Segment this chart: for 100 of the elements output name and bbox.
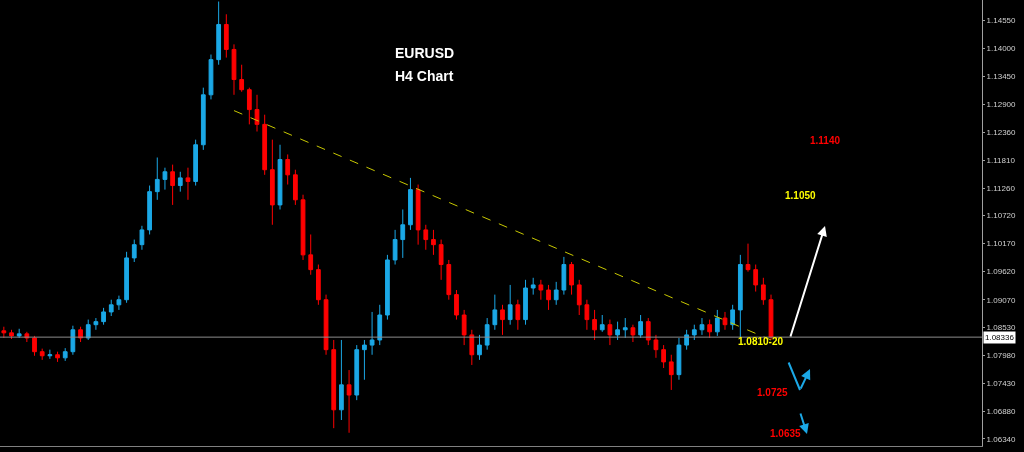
candlestick <box>16 328 22 339</box>
candlestick <box>546 284 551 311</box>
candlestick <box>500 304 505 336</box>
candlestick <box>630 324 636 343</box>
candlestick <box>699 317 705 336</box>
candlestick <box>753 264 759 293</box>
candlestick <box>1 326 7 339</box>
candlestick <box>239 64 245 93</box>
candlestick <box>331 339 337 429</box>
candlestick <box>316 264 321 306</box>
candlestick <box>9 329 14 340</box>
candlestick <box>668 354 674 391</box>
candlestick <box>569 261 574 296</box>
candlestick <box>339 339 344 421</box>
candlestick <box>131 239 137 263</box>
candlestick <box>93 317 99 331</box>
candlestick <box>70 325 76 356</box>
y-tick-label: 1.09070 <box>986 295 1017 305</box>
candlestick <box>231 43 237 96</box>
candlestick <box>162 167 168 191</box>
candlestick <box>645 317 651 346</box>
candlestick <box>584 299 590 331</box>
annotation: 1.0725 <box>757 387 789 398</box>
candlestick <box>377 304 383 346</box>
candlestick <box>193 139 199 187</box>
candlestick <box>216 1 222 66</box>
candlestick <box>638 314 643 339</box>
candlestick <box>39 348 45 361</box>
candlestick <box>47 349 53 360</box>
candlestick <box>523 279 528 326</box>
candlestick <box>32 335 37 357</box>
y-tick-label: 1.13450 <box>986 72 1017 82</box>
candlestick <box>477 334 482 361</box>
candlestick <box>139 225 145 251</box>
candlestick <box>300 194 306 261</box>
candlestick <box>561 256 567 296</box>
ref-line-label: 1.08336 <box>985 333 1015 342</box>
candlestick <box>745 243 751 273</box>
candlestick <box>653 334 659 359</box>
y-tick-label: 1.07430 <box>986 379 1017 389</box>
candlestick <box>392 229 398 266</box>
candlestick <box>362 339 367 381</box>
candlestick <box>553 281 559 306</box>
candlestick <box>285 153 291 186</box>
candlestick <box>691 324 697 341</box>
candlestick <box>108 299 114 317</box>
candlestick <box>446 259 452 301</box>
candlestick <box>101 307 106 326</box>
candlestick <box>277 144 283 210</box>
y-tick-label: 1.14550 <box>986 16 1017 26</box>
candlestick <box>408 177 413 231</box>
candlestick <box>592 309 597 341</box>
candlestick <box>208 54 214 100</box>
candlestick <box>676 337 682 381</box>
candlestick <box>760 277 766 306</box>
y-tick-label: 1.10170 <box>986 239 1017 249</box>
candlestick <box>400 208 406 259</box>
y-tick-label: 1.12360 <box>986 127 1017 137</box>
y-tick-label: 1.10720 <box>986 211 1017 221</box>
candlestick <box>346 369 352 434</box>
y-tick-label: 1.14000 <box>986 44 1017 54</box>
candlestick <box>385 254 390 321</box>
candlestick <box>147 185 152 235</box>
candlestick <box>292 169 298 206</box>
candlestick <box>661 344 666 369</box>
candlestick <box>492 294 498 331</box>
candlestick <box>200 87 206 151</box>
candlestick <box>170 164 175 206</box>
candlestick <box>507 284 513 326</box>
y-tick-label: 1.06340 <box>986 434 1017 444</box>
candlestick <box>55 351 60 363</box>
candlestick <box>599 314 605 333</box>
candlestick <box>185 167 191 201</box>
annotation: 1.0635 <box>770 428 802 439</box>
y-tick-label: 1.09620 <box>986 267 1017 277</box>
y-tick-label: 1.12900 <box>986 100 1017 110</box>
candlestick <box>454 289 459 321</box>
candlestick <box>415 184 421 246</box>
candlestick <box>722 311 728 331</box>
candlestick <box>515 299 521 331</box>
y-tick-label: 1.11260 <box>986 183 1016 193</box>
annotation: 1.0810-20 <box>738 336 784 347</box>
candlestick <box>530 277 536 296</box>
candlestick <box>269 139 275 226</box>
candlestick <box>730 304 736 331</box>
y-tick-label: 1.08530 <box>986 323 1017 333</box>
candlestick <box>484 317 490 351</box>
candlestick <box>124 251 129 304</box>
candlestick <box>576 279 582 316</box>
candlestick <box>423 224 429 251</box>
candlestick <box>714 309 720 337</box>
candlestick <box>707 319 713 339</box>
candlestick <box>254 94 260 133</box>
text: EURUSD <box>395 45 455 61</box>
candlestick <box>308 233 314 276</box>
candlestick <box>461 309 467 346</box>
candlestick <box>323 294 329 356</box>
y-tick-label: 1.06880 <box>986 407 1017 417</box>
candlestick <box>223 13 229 59</box>
candlestick <box>177 171 183 193</box>
